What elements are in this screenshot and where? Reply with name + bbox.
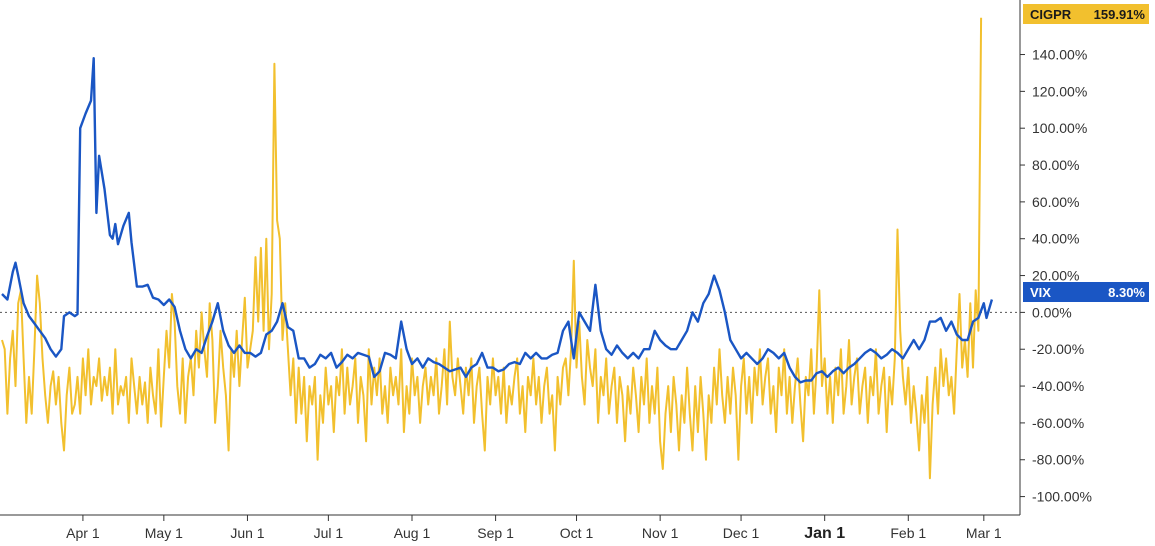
y-tick-label: 80.00% [1032,157,1079,173]
y-tick-label: -100.00% [1032,489,1092,505]
y-tick-label: -80.00% [1032,452,1084,468]
x-tick-label: Feb 1 [890,525,926,541]
y-axis: 140.00% 120.00% 100.00% 80.00% 60.00% 40.00% 2… [1019,0,1092,515]
cigpr-badge-name: CIGPR [1030,7,1072,22]
series-line-vix [1,57,994,384]
series-group [1,17,994,480]
x-tick-label: Oct 1 [560,525,594,541]
y-tick-label: 100.00% [1032,120,1087,136]
x-tick-label: Apr 1 [66,525,100,541]
x-tick-label: Aug 1 [394,525,431,541]
x-tick-label: Mar 1 [966,525,1002,541]
vix-badge-name: VIX [1030,285,1051,300]
x-tick-label: Jul 1 [314,525,344,541]
y-tick-label: -20.00% [1032,341,1084,357]
y-tick-label: 140.00% [1032,47,1087,63]
y-tick-label: 120.00% [1032,83,1087,99]
x-tick-label: May 1 [145,525,183,541]
x-tick-label: Nov 1 [642,525,679,541]
x-tick-label: Dec 1 [723,525,760,541]
y-tick-label: -40.00% [1032,378,1084,394]
y-tick-label: 0.00% [1032,304,1072,320]
x-tick-label: Jan 1 [804,525,845,542]
y-tick-label: 20.00% [1032,268,1079,284]
y-tick-label: 40.00% [1032,231,1079,247]
vix-badge: VIX 8.30% [1023,282,1149,302]
cigpr-badge: CIGPR 159.91% [1023,4,1149,24]
series-line-cigpr [1,17,983,480]
x-tick-label: Jun 1 [230,525,264,541]
vix-badge-value: 8.30% [1108,285,1145,300]
y-tick-label: 60.00% [1032,194,1079,210]
cigpr-badge-background [1023,4,1149,24]
vix-badge-background [1023,282,1149,302]
cigpr-badge-value: 159.91% [1094,7,1146,22]
x-tick-label: Sep 1 [477,525,514,541]
y-tick-label: -60.00% [1032,415,1084,431]
x-axis: Apr 1 May 1 Jun 1 Jul 1 Aug 1 Sep 1 Oct 1 Nov 1… [0,514,1020,542]
